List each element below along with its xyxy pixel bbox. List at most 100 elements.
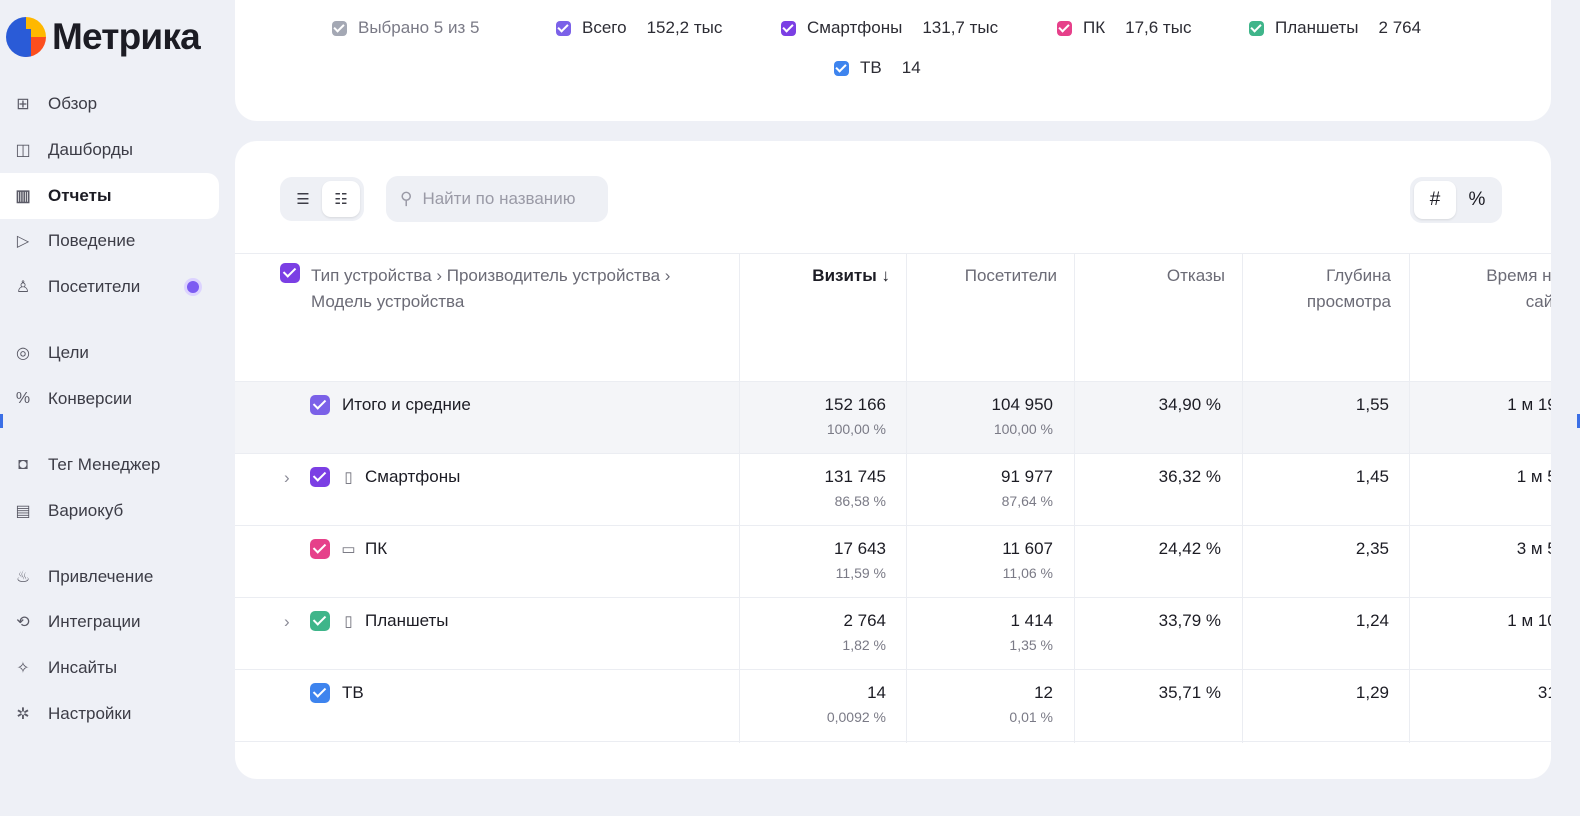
- visits-percent: 1,82 %: [842, 637, 886, 653]
- visits-percent: 100,00 %: [826, 421, 886, 437]
- select-all-checkbox[interactable]: [280, 263, 300, 283]
- logo[interactable]: Метрика: [6, 16, 201, 58]
- table-row[interactable]: › ▯ Планшеты 2 764 1,82 % 1 414 1,35 % 33,79 % 1…: [235, 597, 1551, 669]
- sidebar-item-2[interactable]: ◫ Дашборды: [0, 127, 219, 173]
- visitors-percent: 1,35 %: [1009, 637, 1053, 653]
- bounce-value: 36,32 %: [1158, 467, 1221, 486]
- row-label: Итого и средние: [342, 395, 471, 414]
- sidebar-item-1[interactable]: ⊞ Обзор: [0, 81, 219, 127]
- legend-item[interactable]: Планшеты 2 764: [1249, 18, 1421, 38]
- row-divider: [235, 741, 1551, 742]
- right-edge-marker: [1577, 414, 1580, 428]
- search-icon: ⚲: [400, 189, 413, 208]
- sparkle-icon: ✧: [16, 660, 30, 677]
- smartphone-icon: ▯: [344, 469, 353, 486]
- column-divider: [739, 253, 740, 743]
- visits-value: 17 643: [834, 539, 886, 558]
- legend-checkbox-icon: [834, 60, 849, 76]
- table-row[interactable]: ТВ 14 0,0092 % 12 0,01 % 35,71 % 1,29 31 с: [235, 669, 1551, 741]
- sidebar-item-13[interactable]: ✲ Настройки: [0, 691, 219, 737]
- sidebar-item-7[interactable]: % Конверсии: [0, 376, 219, 422]
- expand-chevron-icon[interactable]: ›: [284, 468, 290, 487]
- row-checkbox[interactable]: [310, 539, 330, 559]
- legend-item[interactable]: ПК 17,6 тыс: [1057, 18, 1191, 38]
- legend-label: Всего: [582, 18, 627, 37]
- legend-item[interactable]: Всего 152,2 тыс: [556, 18, 722, 38]
- grid-icon: ⊞: [16, 96, 30, 113]
- dashboard-icon: ◫: [15, 142, 31, 159]
- absolute-values-button[interactable]: #: [1414, 181, 1456, 219]
- table-row-total[interactable]: Итого и средние 152 166 100,00 % 104 950 100…: [235, 381, 1551, 453]
- list-view-button[interactable]: ☰: [284, 181, 322, 217]
- visitors-value: 91 977: [1001, 467, 1053, 486]
- row-label: Смартфоны: [365, 467, 461, 486]
- row-dimension: Итого и средние: [310, 395, 471, 415]
- percent-icon: %: [15, 390, 31, 407]
- search-input[interactable]: [422, 189, 603, 209]
- row-checkbox[interactable]: [310, 395, 330, 415]
- bounce-value: 35,71 %: [1158, 683, 1221, 702]
- row-checkbox[interactable]: [310, 683, 330, 703]
- legend-card: Выбрано 5 из 5 Всего 152,2 тыс Смартфоны 13…: [235, 0, 1551, 121]
- legend-checkbox-icon: [781, 20, 796, 36]
- visits-percent: 11,59 %: [835, 565, 886, 581]
- row-dimension: ТВ: [310, 683, 364, 703]
- expand-chevron-icon[interactable]: ›: [284, 612, 290, 631]
- row-dimension: ▯ Смартфоны: [310, 467, 460, 487]
- legend-checkbox-icon: [1057, 20, 1072, 36]
- sidebar-item-5[interactable]: ♙ Посетители: [0, 264, 219, 310]
- column-header-time[interactable]: Время на сайт: [1486, 266, 1551, 311]
- column-header-depth[interactable]: Глубина просмотра: [1306, 266, 1391, 311]
- sidebar-item-8[interactable]: ◘ Тег Менеджер: [0, 442, 219, 488]
- depth-value: 1,45: [1355, 467, 1389, 486]
- legend-label: ПК: [1083, 18, 1106, 37]
- target-icon: ◎: [16, 345, 30, 362]
- column-header-visitors[interactable]: Посетители: [964, 266, 1057, 285]
- percent-values-button[interactable]: %: [1456, 181, 1498, 219]
- user-icon: ♙: [15, 279, 31, 296]
- sidebar-item-label: Тег Менеджер: [48, 455, 161, 474]
- legend-item[interactable]: ТВ 14: [834, 58, 921, 78]
- legend-item[interactable]: Смартфоны 131,7 тыс: [781, 18, 998, 38]
- visits-percent: 0,0092 %: [826, 709, 886, 725]
- dimension-header[interactable]: Тип устройства › Производитель устройств…: [280, 263, 711, 315]
- depth-value: 2,35: [1355, 539, 1389, 558]
- row-dimension: ▭ ПК: [310, 539, 387, 559]
- time-value: 1 м 10 с: [1507, 611, 1551, 630]
- legend-selected[interactable]: Выбрано 5 из 5: [332, 18, 479, 38]
- table-row[interactable]: › ▯ Смартфоны 131 745 86,58 % 91 977 87,64 % 36…: [235, 453, 1551, 525]
- sidebar-item-label: Интеграции: [48, 612, 141, 631]
- row-dimension: ▯ Планшеты: [310, 611, 449, 631]
- left-edge-marker: [0, 414, 3, 428]
- sidebar-item-9[interactable]: ▤ Вариокуб: [0, 488, 219, 534]
- legend-label: ТВ: [860, 58, 882, 77]
- visitors-percent: 11,06 %: [1002, 565, 1053, 581]
- column-header-bounce[interactable]: Отказы: [1166, 266, 1225, 285]
- time-value: 1 м 5 с: [1516, 467, 1551, 486]
- sidebar-item-label: Инсайты: [48, 658, 118, 677]
- visitors-percent: 87,64 %: [1001, 493, 1053, 509]
- sidebar-item-label: Дашборды: [48, 140, 133, 159]
- visits-value: 2 764: [843, 611, 886, 630]
- sidebar-item-3[interactable]: ▥ Отчеты: [0, 173, 219, 219]
- sidebar-item-6[interactable]: ◎ Цели: [0, 330, 219, 376]
- legend-checkbox-icon: [1249, 20, 1264, 36]
- row-divider: [235, 525, 1551, 526]
- column-divider: [1074, 253, 1075, 743]
- row-checkbox[interactable]: [310, 611, 330, 631]
- legend-label: Планшеты: [1275, 18, 1359, 37]
- sidebar-item-12[interactable]: ✧ Инсайты: [0, 645, 219, 691]
- visits-value: 152 166: [824, 395, 886, 414]
- time-value: 3 м 5 с: [1516, 539, 1551, 558]
- sidebar-item-10[interactable]: ♨ Привлечение: [0, 554, 219, 600]
- legend-value: 17,6 тыс: [1125, 18, 1192, 37]
- row-checkbox[interactable]: [310, 467, 330, 487]
- percent-icon: %: [1468, 189, 1486, 210]
- dimension-header-label: Тип устройства › Производитель устройств…: [311, 266, 671, 311]
- column-divider: [906, 253, 907, 743]
- tree-view-button[interactable]: ☷: [322, 181, 360, 217]
- sidebar-item-4[interactable]: ▷ Поведение: [0, 218, 219, 264]
- column-header-visits[interactable]: Визиты ↓: [812, 266, 890, 285]
- sidebar-item-11[interactable]: ⟲ Интеграции: [0, 599, 219, 645]
- table-row[interactable]: ▭ ПК 17 643 11,59 % 11 607 11,06 % 24,42 % 2,35…: [235, 525, 1551, 597]
